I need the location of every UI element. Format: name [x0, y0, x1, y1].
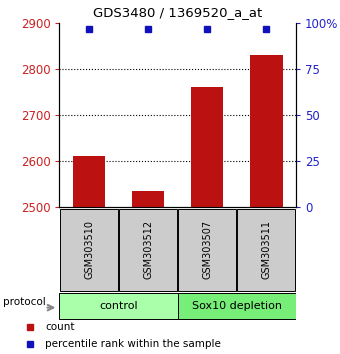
Text: percentile rank within the sample: percentile rank within the sample — [45, 339, 221, 349]
Bar — [237, 209, 295, 291]
Bar — [177, 293, 296, 319]
Bar — [119, 209, 177, 291]
Bar — [60, 209, 118, 291]
Bar — [178, 209, 236, 291]
Text: GSM303512: GSM303512 — [143, 220, 153, 279]
Text: control: control — [99, 301, 138, 311]
Title: GDS3480 / 1369520_a_at: GDS3480 / 1369520_a_at — [93, 6, 262, 19]
Bar — [191, 87, 223, 207]
Text: protocol: protocol — [3, 297, 46, 307]
Text: GSM303511: GSM303511 — [261, 220, 271, 279]
Text: count: count — [45, 322, 75, 332]
Text: Sox10 depletion: Sox10 depletion — [192, 301, 282, 311]
Bar — [250, 55, 283, 207]
Text: GSM303507: GSM303507 — [202, 220, 212, 279]
Bar — [59, 293, 177, 319]
Text: GSM303510: GSM303510 — [84, 220, 94, 279]
Bar — [132, 191, 164, 207]
Bar — [73, 156, 105, 207]
